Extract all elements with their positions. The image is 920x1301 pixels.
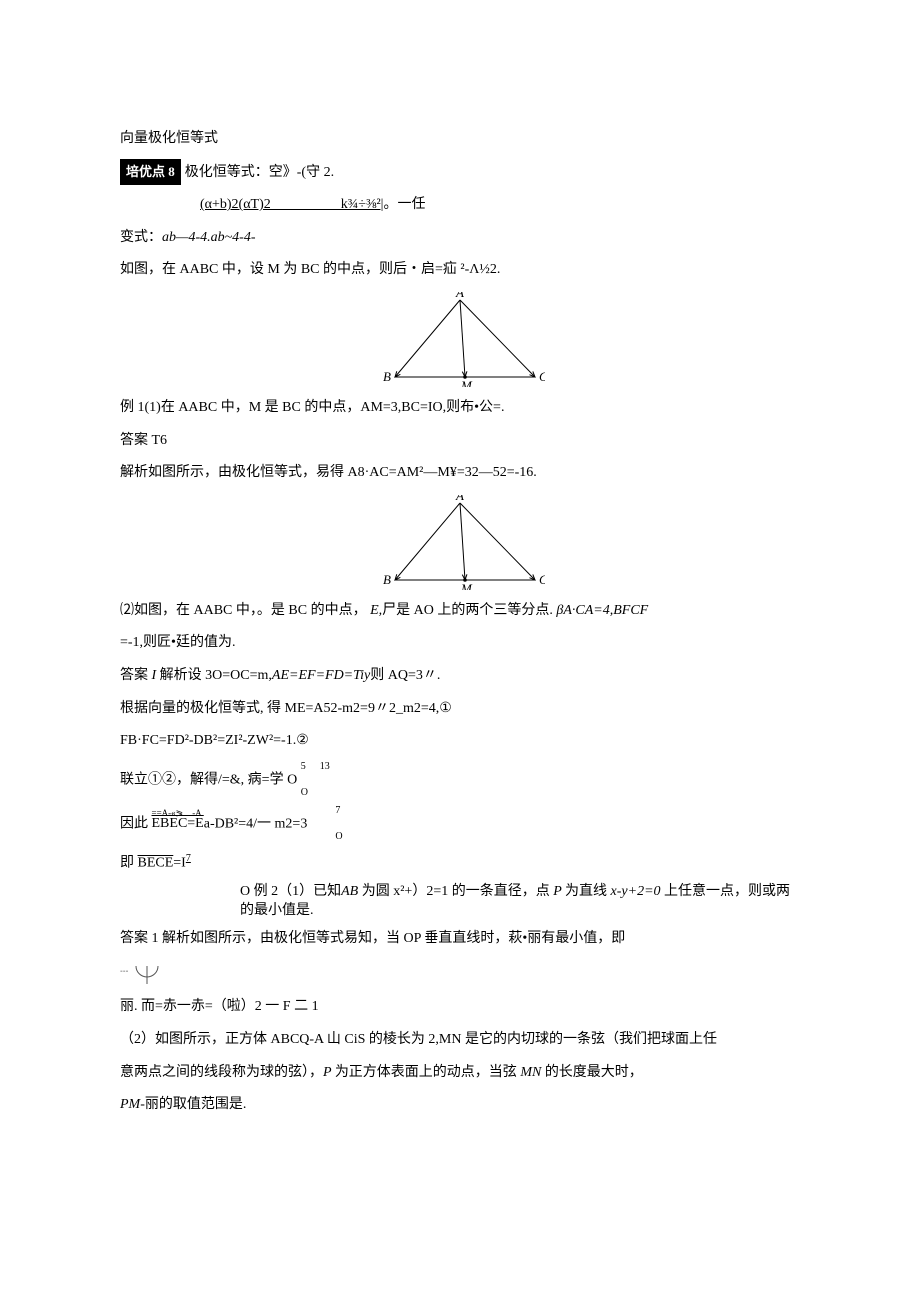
ans2-label: 答案 [120, 668, 152, 683]
svg-text:A: A [455, 292, 464, 300]
sol6-frac: 7O [335, 805, 342, 843]
ex2-d: P [553, 884, 565, 899]
solution-8: 丽. 而=赤一赤=（啦）2 一 F 二 1 [120, 994, 800, 1021]
sol5-a: 联立①②，解得/=&, 病=学 O [120, 772, 301, 787]
underline-row: (α+b)2(αT)2 k¾÷⅜²|。一任 [200, 192, 800, 219]
svg-text:C: C [539, 369, 545, 384]
dash-icon: ┄ [120, 966, 128, 981]
sol6-mid2: /一 m2=3 [253, 816, 335, 831]
sol7-frac: 7 [186, 853, 191, 864]
solution-7: 即 BECE=I7 [120, 849, 800, 877]
underline-text: (α+b)2(αT)2 k¾÷⅜²| [200, 197, 383, 212]
svg-text:C: C [539, 572, 545, 587]
solution-6: 因此 ==A-«⪖ -AEBEC=Ea-DB²=4/一 m2=3 7O [120, 805, 800, 843]
sol5-denom: O [301, 787, 308, 798]
example-2-1: O 例 2（1）已知AB 为圆 x²+）2=1 的一条直径，点 P 为直线 x-… [120, 883, 800, 919]
sol6-a: 因此 [120, 816, 152, 831]
sol7-over: BECE [138, 856, 174, 871]
example-2-2b: 意两点之间的线段称为球的弦），P 为正方体表面上的动点，当弦 MN 的长度最大时… [120, 1060, 800, 1087]
triangle-1-wrap: A B C M [120, 292, 800, 387]
line-badge: 培优点 8 极化恒等式：空》-(守 2. [120, 159, 800, 187]
sol6-over: ==A-«⪖ -AEBEC=E [152, 816, 204, 831]
example-1-1: 例 1(1)在 AABC 中，M 是 BC 的中点，AM=3,BC=IO,则布•… [120, 395, 800, 422]
sol2-b: AE=EF=FD=Tiy [272, 668, 370, 683]
ex23-a: PM- [120, 1097, 145, 1112]
badge: 培优点 8 [120, 159, 181, 186]
example-2-2a: （2）如图所示，正方体 ABCQ-A 山 CiS 的棱长为 2,MN 是它的内切… [120, 1027, 800, 1054]
example-2-3: PM-丽的取值范围是. [120, 1092, 800, 1119]
line3: 如图，在 AABC 中，设 M 为 BC 的中点，则后・启=疝 ²-Λ½2. [120, 257, 800, 284]
ex23-b: 丽的取值范围是. [145, 1097, 247, 1112]
line2-label: 变式： [120, 230, 162, 245]
triangle-1: A B C M [375, 292, 545, 387]
answer-2: 答案 I 解析设 3O=OC=m,AE=EF=FD=Tiy则 AQ=3〃. [120, 663, 800, 690]
line2: 变式：ab—4-4.ab~4-4- [120, 225, 800, 252]
ex12-d: βA·CA=4,BFCF [556, 603, 648, 618]
line1-rest: 极化恒等式：空》-(守 2. [185, 165, 334, 180]
ex2-c: 为圆 x²+）2=1 的一条直径，点 [362, 884, 554, 899]
ex22-e: MN [520, 1065, 545, 1080]
ex22-c: P [323, 1065, 335, 1080]
ex2-e: 为直线 [565, 884, 611, 899]
ex2-b: AB [341, 884, 362, 899]
svg-text:B: B [383, 572, 391, 587]
sol2-c: 则 AQ=3〃. [370, 668, 440, 683]
triangle-2: A B C M [375, 495, 545, 590]
solution-1: 解析如图所示，由极化恒等式，易得 A8·AC=AM²—M¥=32—52=-16. [120, 460, 800, 487]
svg-text:A: A [455, 495, 464, 503]
sol5-num1: 5 [301, 761, 306, 772]
ex12-b: E, [370, 603, 382, 618]
svg-text:M: M [460, 581, 473, 590]
triangle-2-wrap: A B C M [120, 495, 800, 590]
sol2-a: 解析设 3O=OC=m, [160, 668, 272, 683]
ex22-b: 意两点之间的线段称为球的弦）， [120, 1065, 323, 1080]
solution-5: 联立①②，解得/=&, 病=学 O 5 13 O [120, 761, 800, 799]
ex12-e: =-1,则匠•廷的值为. [120, 630, 800, 657]
sol6-mid: a-DB²=4 [204, 816, 253, 831]
sol6-denom: O [335, 831, 342, 842]
sol5-frac: 5 13 O [301, 761, 330, 799]
ex22-d: 为正方体表面上的动点，当弦 [335, 1065, 521, 1080]
ex12-c: 尸是 AO 上的两个三等分点. [382, 603, 553, 618]
ex22-f: 的长度最大时， [545, 1065, 643, 1080]
solution-3: 根据向量的极化恒等式, 得 ME=A52-m2=9〃2_m2=4,① [120, 696, 800, 723]
svg-text:B: B [383, 369, 391, 384]
sol6-num: 7 [335, 805, 340, 816]
answer-1: 答案 T6 [120, 428, 800, 455]
ex2-lead: O 例 2（1）已知 [240, 884, 341, 899]
semicircle-icon [132, 958, 162, 988]
solution-4: FB·FC=FD²-DB²=ZI²-ZW²=-1.② [120, 728, 800, 755]
line2-formula: ab—4-4.ab~4-4- [162, 230, 256, 245]
ex12-a: ⑵如图，在 AABC 中，。是 BC 的中点， [120, 603, 367, 618]
svg-text:M: M [460, 378, 473, 387]
answer-3: 答案 1 解析如图所示，由极化恒等式易知，当 OP 垂直直线时，萩•丽有最小值，… [120, 926, 800, 953]
after-underline: 。一任 [383, 197, 425, 212]
ans2-it: I [152, 668, 160, 683]
sol7-a: 即 [120, 856, 138, 871]
example-1-2: ⑵如图，在 AABC 中，。是 BC 的中点， E,尸是 AO 上的两个三等分点… [120, 598, 800, 625]
sol5-num2: 13 [320, 761, 330, 772]
title: 向量极化恒等式 [120, 126, 800, 153]
ex2-f: x-y+2=0 [611, 884, 664, 899]
sol7-b: =I [173, 856, 186, 871]
semicircle-row: ┄ [120, 958, 800, 988]
